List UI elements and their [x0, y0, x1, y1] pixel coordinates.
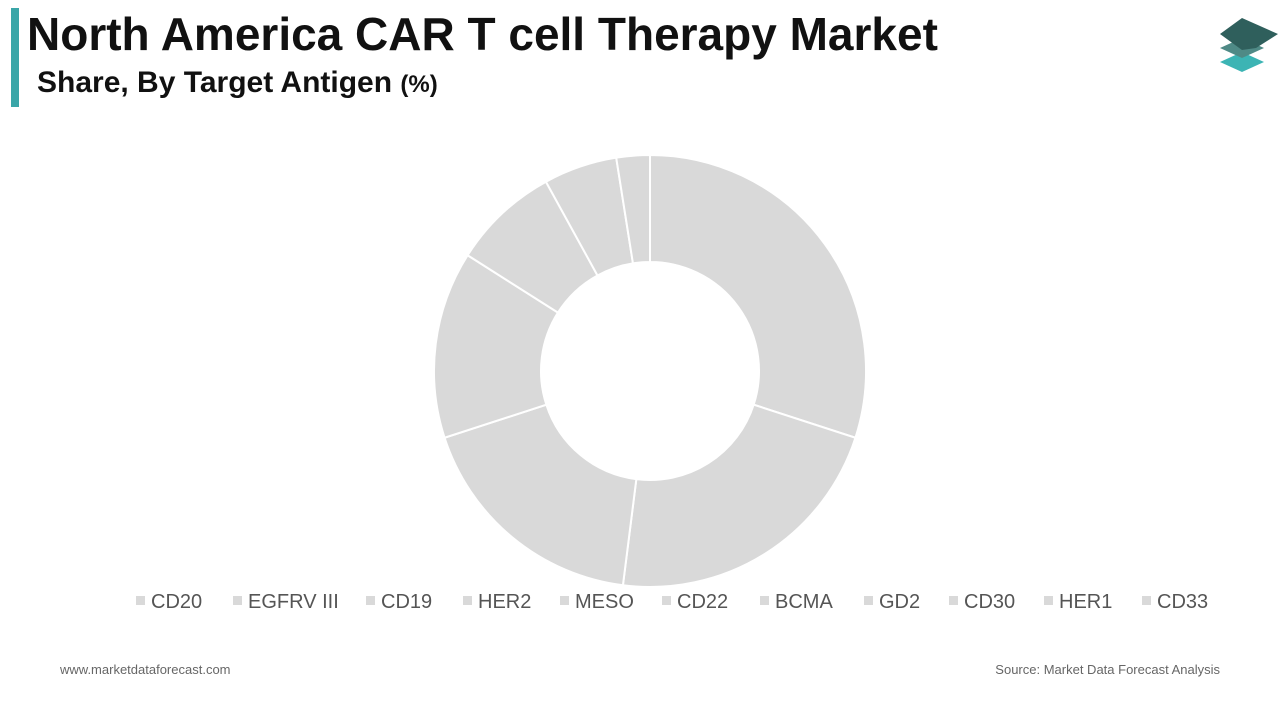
legend-marker	[864, 596, 873, 605]
page-title: North America CAR T cell Therapy Market	[27, 8, 938, 60]
legend-marker	[366, 596, 375, 605]
footer-website[interactable]: www.marketdataforecast.com	[60, 662, 231, 677]
donut-slice-bcma[interactable]	[615, 153, 651, 265]
page-subtitle: Share, By Target Antigen (%)	[37, 64, 438, 104]
legend-label: HER2	[478, 591, 531, 613]
footer-source: Source: Market Data Forecast Analysis	[995, 662, 1220, 677]
legend-item-cd33[interactable]: CD33	[1142, 591, 1208, 613]
legend-item-meso[interactable]: MESO	[560, 591, 634, 613]
legend-label: CD20	[151, 591, 202, 613]
legend-item-egfrv-iii[interactable]: EGFRV III	[233, 591, 339, 613]
chart-legend: CD20 EGFRV III CD19 HER2 MESO CD22 BCMA GD2 CD30…	[136, 591, 1208, 613]
legend-marker	[760, 596, 769, 605]
legend-item-bcma[interactable]: BCMA	[760, 591, 833, 613]
legend-item-cd22[interactable]: CD22	[662, 591, 728, 613]
legend-label: EGFRV III	[248, 591, 339, 613]
legend-label: CD30	[964, 591, 1015, 613]
donut-slice-egfrv-iii[interactable]	[621, 403, 857, 588]
legend-item-her2[interactable]: HER2	[463, 591, 531, 613]
legend-marker	[1044, 596, 1053, 605]
subtitle-text: Share, By Target Antigen	[37, 66, 393, 99]
title-accent-bar	[11, 8, 19, 107]
donut-slices	[433, 153, 867, 588]
stacked-layers-icon	[1220, 18, 1278, 72]
legend-item-her1[interactable]: HER1	[1044, 591, 1112, 613]
legend-label: MESO	[575, 591, 634, 613]
legend-marker	[233, 596, 242, 605]
legend-label: CD19	[381, 591, 432, 613]
legend-label: HER1	[1059, 591, 1112, 613]
legend-marker	[560, 596, 569, 605]
legend-label: CD22	[677, 591, 728, 613]
subtitle-unit: (%)	[400, 71, 438, 98]
legend-marker	[662, 596, 671, 605]
donut-slice-cd20[interactable]	[649, 153, 867, 440]
legend-label: GD2	[879, 591, 920, 613]
legend-label: BCMA	[775, 591, 833, 613]
legend-marker	[136, 596, 145, 605]
logo-layer-top	[1220, 18, 1278, 50]
legend-item-cd30[interactable]: CD30	[949, 591, 1015, 613]
legend-label: CD33	[1157, 591, 1208, 613]
legend-marker	[1142, 596, 1151, 605]
legend-item-cd20[interactable]: CD20	[136, 591, 202, 613]
legend-item-gd2[interactable]: GD2	[864, 591, 920, 613]
logo-layer-bottom	[1220, 52, 1264, 72]
legend-marker	[949, 596, 958, 605]
legend-marker	[463, 596, 472, 605]
legend-item-cd19[interactable]: CD19	[366, 591, 432, 613]
donut-slice-cd19[interactable]	[443, 403, 638, 587]
